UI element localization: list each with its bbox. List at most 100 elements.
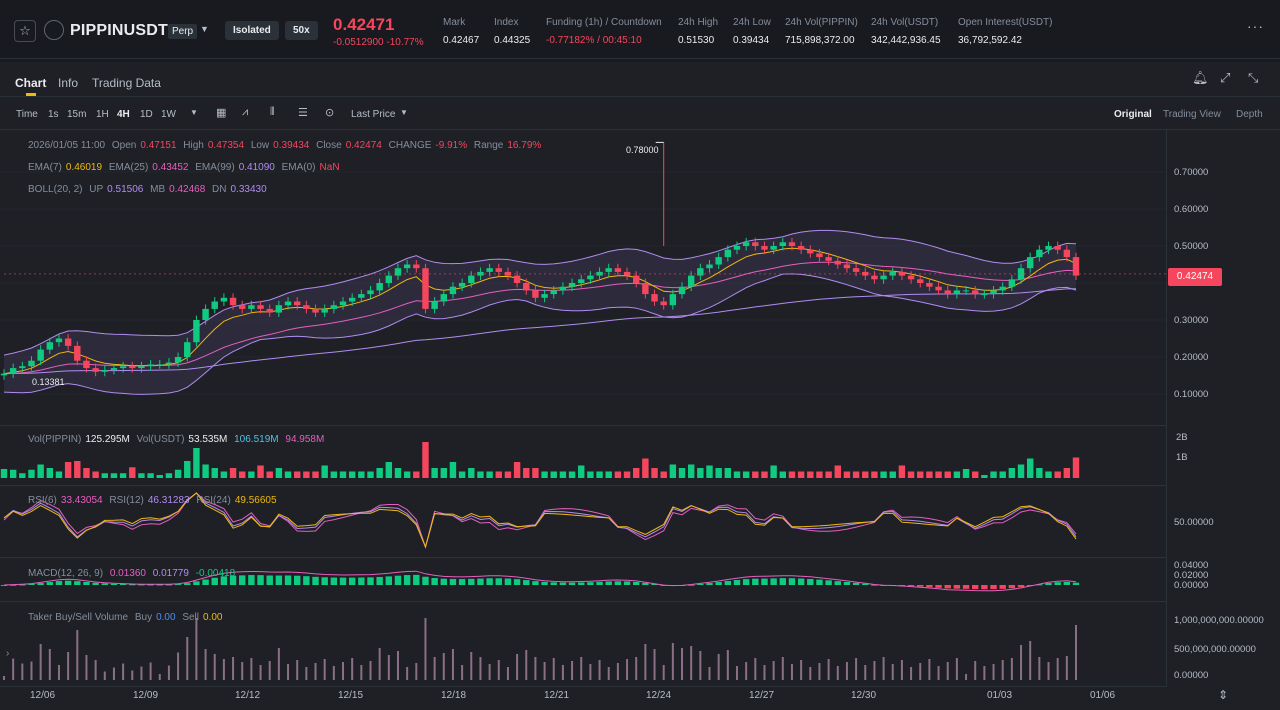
macd-histogram-bar [1045,583,1052,585]
timeframe-4h[interactable]: 4H [117,109,130,120]
volume-bar [669,464,677,478]
macd-histogram-bar [413,574,420,585]
volume-bar [651,468,658,478]
price-source-select[interactable]: Last Price [351,109,396,120]
ema7-label: EMA(7) [28,162,62,173]
high-marker-label: 0.78000 [626,145,659,155]
settings-list-icon[interactable]: ☰ [298,107,308,119]
collapse-arrow-icon[interactable]: › [6,648,10,659]
macd-histogram-bar [972,585,979,590]
contract-type-badge: Perp [168,24,198,39]
macd-histogram-bar [523,580,530,585]
favorite-star-icon[interactable]: ☆ [14,20,36,42]
volume-bar [321,465,328,478]
symbol-dropdown-icon[interactable]: ▼ [200,24,209,34]
volume-bar [312,471,319,478]
candle-body [990,290,997,295]
candle-body [504,271,512,276]
timeframe-15m[interactable]: 15m [67,109,87,120]
indicators-icon[interactable]: ⩘ [242,106,249,118]
taker-volume-bar [351,658,354,680]
volume-bar [266,471,273,478]
price-axis-label: 0.60000 [1174,204,1209,215]
rsi6-label: RSI(6) [28,495,57,506]
candle-body [64,338,72,346]
candle-body [55,338,63,343]
compare-icon[interactable]: ⫴ [270,106,275,118]
macd-histogram-bar [1054,582,1061,585]
view-depth[interactable]: Depth [1236,109,1263,120]
macd-histogram-bar [129,584,136,586]
axis-scale-icon[interactable]: ⇕ [1218,688,1229,702]
taker-volume-bar [94,660,97,680]
margin-mode-button[interactable]: Isolated [225,21,279,40]
volume-bar [358,471,365,478]
volume-bar [541,471,548,478]
taker-volume-bar [882,657,885,680]
candle-body [733,246,741,250]
view-original[interactable]: Original [1114,109,1152,120]
macd-histogram-bar [788,578,796,585]
candle-body [706,264,713,269]
volume-bar [220,471,228,478]
taker-volume-bar [424,618,427,680]
expand-icon[interactable]: ⤢ [1220,70,1231,85]
macd-histogram-bar [64,580,72,585]
taker-label: Taker Buy/Sell Volume [28,612,129,623]
candle-body [999,286,1006,291]
x-axis-label: 12/06 [30,690,56,701]
candle-body [440,294,448,302]
timeframe-1h[interactable]: 1H [96,109,109,120]
volume-bar [981,475,988,478]
timeframe-dropdown-icon[interactable]: ▼ [190,108,198,117]
timeframe-1w[interactable]: 1W [161,109,176,120]
macd-histogram-bar [559,582,567,585]
candle-body [266,308,273,313]
more-options-icon[interactable]: ··· [1247,18,1264,34]
price-source-dropdown-icon[interactable]: ▼ [400,108,408,117]
view-trading-view[interactable]: Trading View [1163,109,1221,120]
volume-bar [303,471,310,478]
stat-label: 24h Vol(PIPPIN) [785,17,858,28]
taker-volume-bar [204,649,207,680]
stat-24h-vol-quote: 24h Vol(USDT) 342,442,936.45 [871,17,941,46]
fullscreen-icon[interactable]: ⤡ [1248,70,1259,85]
macd-histogram-bar [257,575,264,585]
macd-histogram-bar [101,583,108,585]
tab-trading-data[interactable]: Trading Data [92,76,161,90]
taker-volume-bar [85,655,88,680]
ema25-value: 0.43452 [152,162,189,173]
volume-bar [92,471,99,478]
stat-label: 24h Vol(USDT) [871,17,939,28]
timeframe-1d[interactable]: 1D [140,109,153,120]
timeframe-1s[interactable]: 1s [48,109,59,120]
tab-chart[interactable]: Chart [15,76,47,90]
ema99-label: EMA(99) [195,162,235,173]
taker-buy-value: 0.00 [156,612,176,623]
macd-histogram-bar [715,582,722,585]
taker-volume-bar [726,650,729,680]
volume-bar [953,471,961,478]
bollinger-band-fill [4,230,1076,395]
taker-volume-bar [1001,660,1004,680]
macd-histogram-bar [935,585,942,588]
target-icon[interactable]: ⊙ [325,107,335,119]
macd-value-2: 0.01779 [152,568,189,579]
candle-body [385,275,393,283]
boll-up-value: 0.51506 [107,184,144,195]
symbol-name[interactable]: PIPPINUSDT [70,22,169,39]
candle-body [358,294,365,298]
macd-histogram-bar [578,582,585,585]
tab-info[interactable]: Info [58,76,79,90]
taker-volume-bar [690,646,693,680]
chart-panel [0,62,1280,710]
calendar-icon[interactable]: ▦ [216,107,227,119]
bell-icon[interactable]: 🔔︎ [1192,70,1209,85]
pane-divider [0,425,1166,426]
macd-histogram-bar [339,577,347,585]
taker-volume-bar [241,662,244,680]
leverage-button[interactable]: 50x [285,21,318,40]
timeframe-time[interactable]: Time [16,109,38,120]
candle-body [248,305,255,309]
